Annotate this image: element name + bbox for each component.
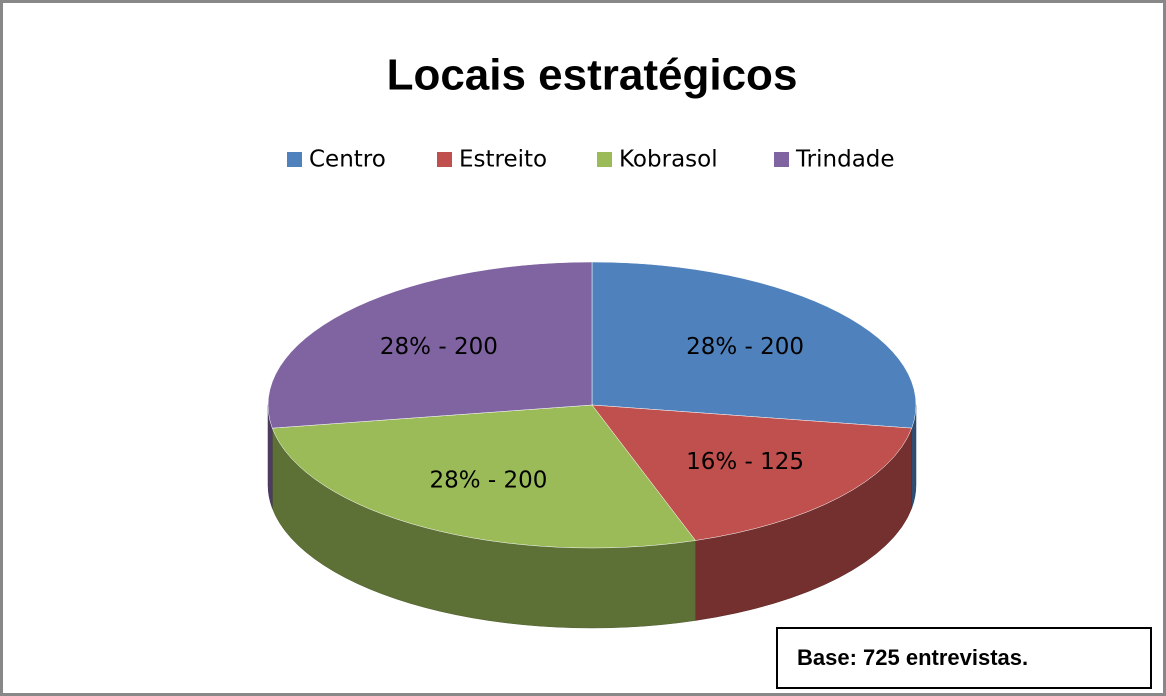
legend-label: Trindade — [795, 147, 895, 173]
data-label: 28% - 200 — [380, 334, 498, 360]
pie-slice — [591, 404, 913, 541]
legend-label: Estreito — [459, 147, 547, 173]
chart-title: Locais estratégicos — [387, 51, 798, 100]
data-label: 28% - 200 — [686, 334, 804, 360]
annotation: Base: 725 entrevistas. — [797, 645, 1028, 670]
legend-swatch — [287, 152, 302, 167]
legend-swatch — [774, 152, 789, 167]
legend-label: Kobrasol — [619, 147, 718, 173]
legend-swatch — [597, 152, 612, 167]
pie-slice — [271, 404, 696, 549]
pie-slice — [267, 261, 593, 429]
legend-swatch — [437, 152, 452, 167]
pie-slice — [591, 261, 917, 429]
annotation-box — [776, 627, 1152, 689]
legend-label: Centro — [309, 147, 386, 173]
data-label: 16% - 125 — [686, 449, 804, 475]
data-label: 28% - 200 — [429, 467, 547, 493]
